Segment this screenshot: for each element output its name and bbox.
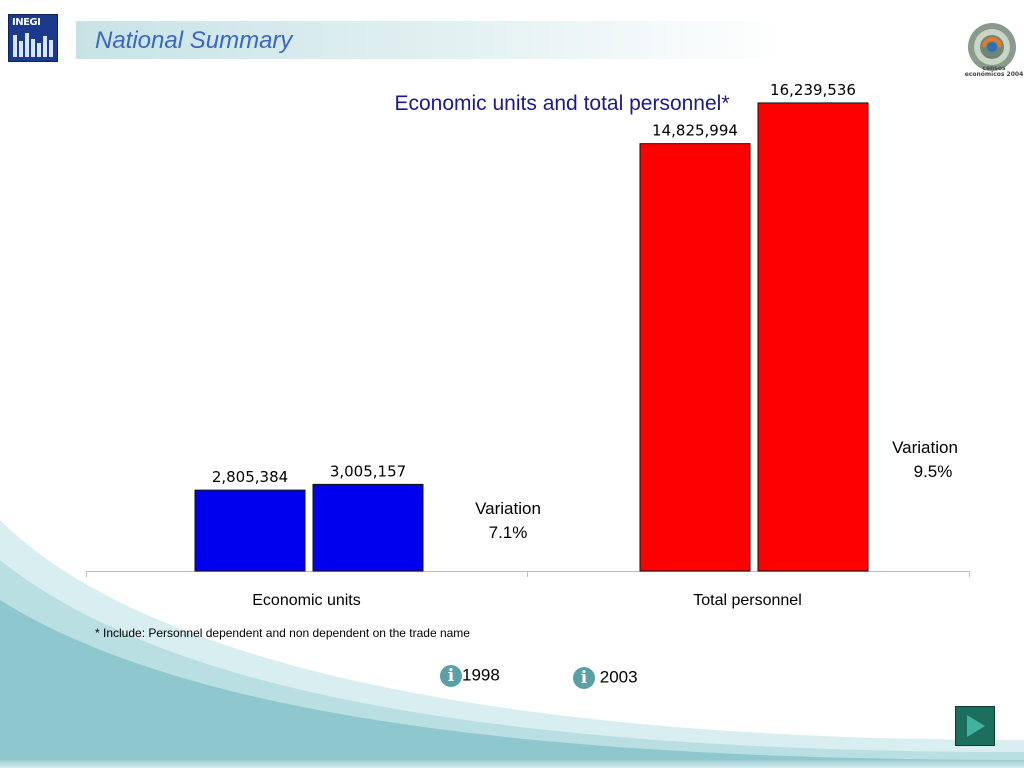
variation-value: 7.1% [489,523,528,542]
x-tick-label: Economic units [252,592,361,609]
x-tick-label: Total personnel [693,592,802,609]
variation-value: 9.5% [914,462,953,481]
censos-economicos-logo [968,23,1016,71]
inegi-logo-bars-icon [13,33,53,57]
bar-2003 [757,102,869,572]
legend-label: 1998 [462,665,500,685]
bar-chart: 2,805,384 3,005,157 Economic units 14,825,9… [86,81,970,609]
censos-logo-text: censos económicos 2004 [964,65,1024,78]
bar-value-label: 16,239,536 [770,81,856,99]
bar-1998 [194,489,306,572]
variation-label: Variation [475,499,541,518]
page-title: National Summary [95,27,293,54]
chart-title: Economic units and total personnel* [394,92,730,115]
variation-label: Variation [892,438,958,457]
info-icon: i [573,667,595,689]
bar-2003 [312,483,424,572]
legend-item-2003: i 2003 [573,667,638,689]
legend-label: 2003 [599,667,638,687]
bottom-stripe [0,760,1024,768]
next-arrow-icon [967,715,985,737]
bar-value-label: 2,805,384 [212,468,288,486]
legend-item-1998: i 1998 [440,665,500,687]
bar-value-label: 3,005,157 [330,462,406,480]
inegi-logo-text: INEGI [12,17,41,28]
bar-value-label: 14,825,994 [652,122,738,140]
next-slide-button[interactable] [955,706,995,746]
info-icon: i [440,665,462,687]
bar-1998 [639,143,751,572]
title-bar: National Summary [76,21,786,59]
inegi-logo: INEGI [8,14,58,62]
footnote: * Include: Personnel dependent and non d… [95,626,470,640]
